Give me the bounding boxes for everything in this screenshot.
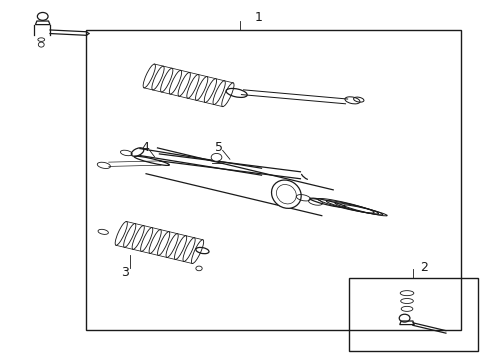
Text: 4: 4 xyxy=(141,141,148,154)
Ellipse shape xyxy=(271,180,301,208)
Ellipse shape xyxy=(211,153,222,161)
Text: 2: 2 xyxy=(419,261,427,274)
Text: 1: 1 xyxy=(254,11,262,24)
Bar xyxy=(86,30,460,330)
Text: 5: 5 xyxy=(215,141,223,154)
Text: 3: 3 xyxy=(121,266,129,279)
Ellipse shape xyxy=(276,184,296,204)
Bar xyxy=(348,278,477,351)
